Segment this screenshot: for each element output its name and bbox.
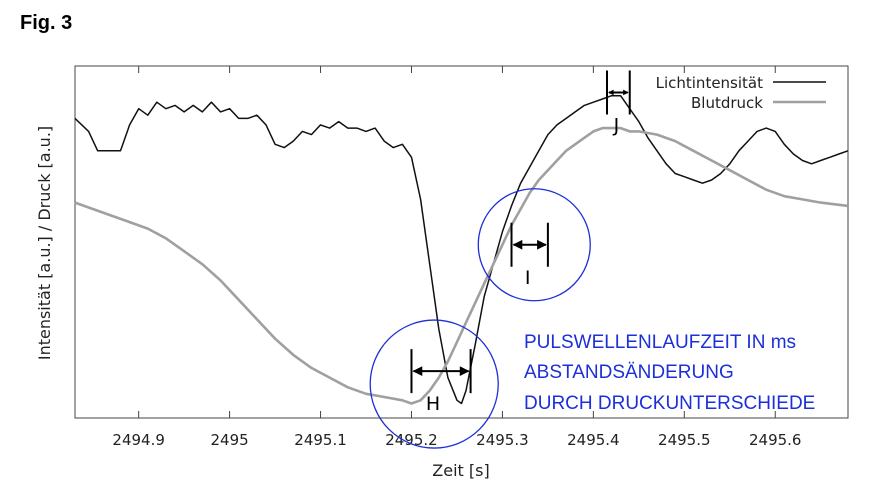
x-tick-label: 2494.9 (112, 431, 165, 449)
x-tick-label: 2495.5 (658, 431, 711, 449)
plot-frame (74, 65, 849, 419)
series-layer (74, 94, 849, 405)
marker-j-label: J (613, 114, 620, 136)
annotation-line-1: PULSWELLENLAUFZEIT IN ms (524, 332, 796, 353)
marker-i-circle (477, 188, 591, 302)
x-tick-label: 2495.2 (385, 431, 438, 449)
annotation-note: PULSWELLENLAUFZEIT IN ms ABSTANDSÄNDERUN… (524, 332, 815, 414)
marker-i-arrowhead-left (512, 239, 523, 250)
marker-h-arrowhead-right (459, 366, 470, 377)
x-axis-label: Zeit [s] (432, 461, 489, 480)
marker-i-label: I (525, 267, 531, 289)
legend: Lichtintensität Blutdruck (656, 74, 826, 112)
legend-label-blutdruck: Blutdruck (691, 94, 763, 112)
marker-h-label: H (426, 393, 440, 415)
series-line-lichtintensitaet (74, 94, 849, 405)
legend-label-lichtintensitaet: Lichtintensität (656, 74, 764, 92)
marker-i-arrowhead-right (537, 239, 547, 250)
x-tick-label: 2495.3 (476, 431, 529, 449)
marker-h-circle (369, 319, 499, 449)
x-tick-label: 2495.6 (749, 431, 802, 449)
figure-label: Fig. 3 (20, 12, 73, 34)
x-tick-label: 2495 (211, 431, 249, 449)
x-axis-ticks: 2494.9 2495 2495.1 2495.2 2495.3 2495.4 2495.5… (112, 66, 801, 449)
x-tick-label: 2495.1 (294, 431, 347, 449)
annotation-line-3: DURCH DRUCKUNTERSCHIEDE (524, 393, 815, 414)
marker-j-arrowhead-right (623, 89, 629, 96)
y-axis-label: Intensität [a.u.] / Druck [a.u.] (35, 126, 54, 360)
series-line-blutdruck (74, 126, 849, 405)
marker-j-arrowhead-left (608, 89, 614, 96)
annotation-line-2: ABSTANDSÄNDERUNG (524, 362, 734, 383)
marker-h-arrowhead-left (412, 366, 423, 377)
marker-layer: H I J (369, 70, 631, 449)
x-tick-label: 2495.4 (567, 431, 620, 449)
